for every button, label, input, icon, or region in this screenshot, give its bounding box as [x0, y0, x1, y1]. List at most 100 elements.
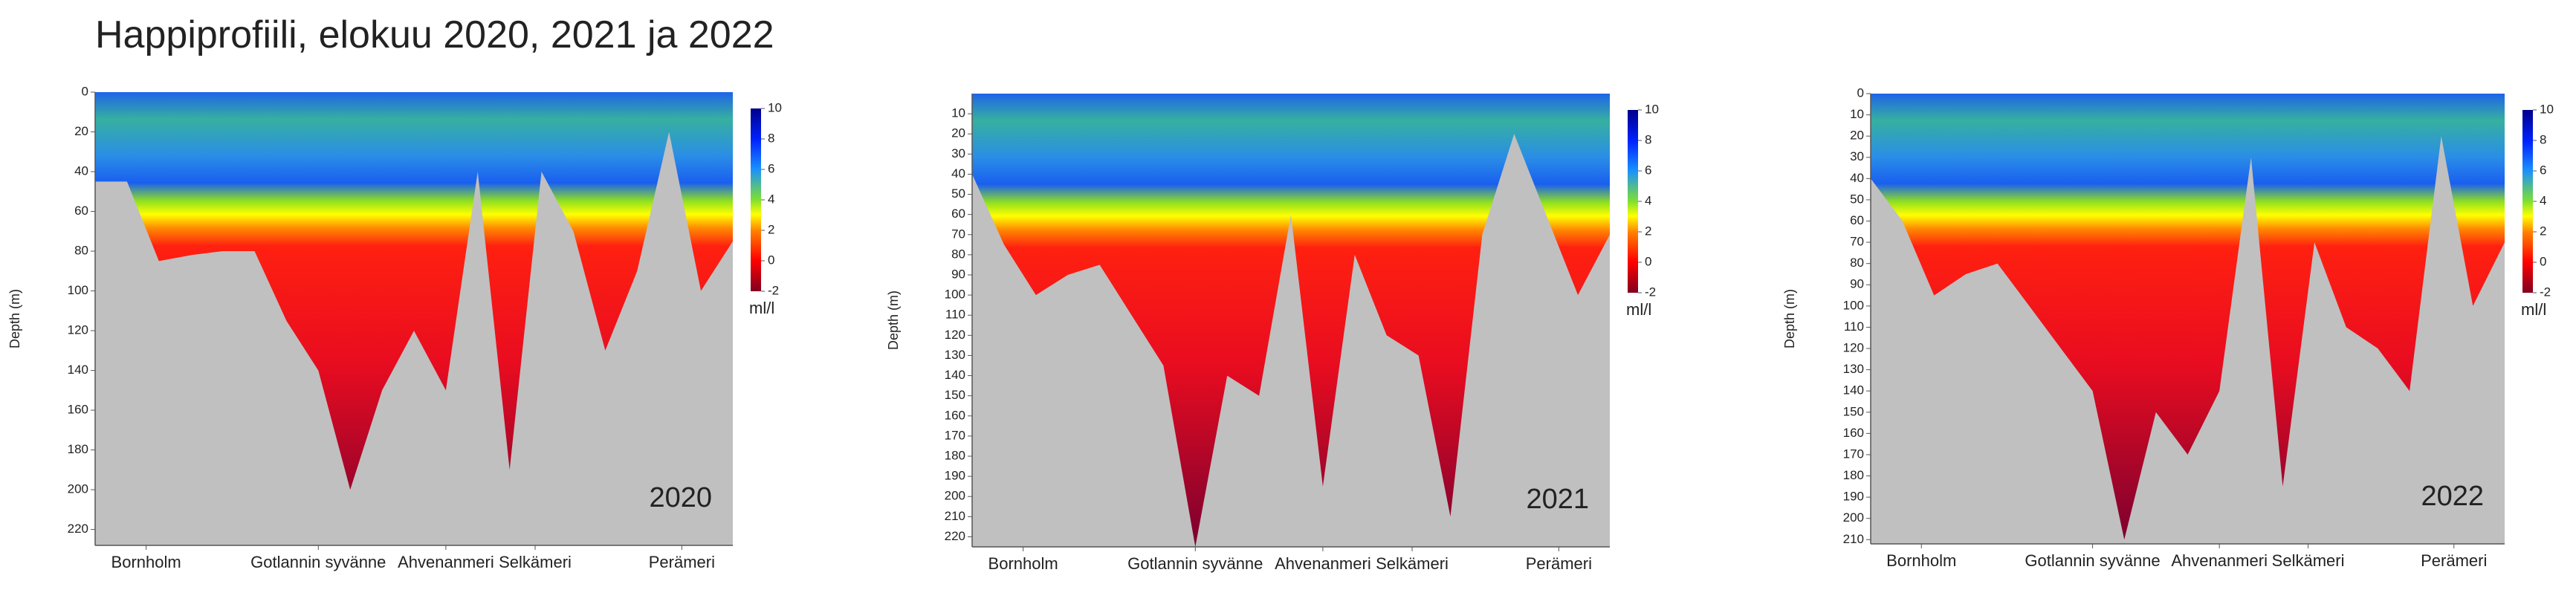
y-tick-label: 150	[945, 388, 965, 402]
chart: 1020304050607080901001101201301401501601…	[886, 94, 1659, 573]
colorbar-tick-label: 2	[2540, 224, 2546, 238]
y-tick-label: 20	[951, 126, 965, 140]
x-tick-label: Bornholm	[1886, 551, 1956, 570]
y-tick-label: 180	[1843, 468, 1864, 482]
y-tick-label: 160	[945, 408, 965, 422]
colorbar-label: ml/l	[2521, 300, 2546, 319]
y-tick-label: 20	[1850, 129, 1864, 143]
y-tick-label: 100	[945, 288, 965, 302]
y-tick-label: 120	[68, 323, 88, 337]
colorbar-label: ml/l	[749, 299, 774, 317]
x-tick-label: Perämeri	[1526, 554, 1592, 573]
x-tick-label: Ahvenanmeri	[1275, 554, 1371, 573]
x-tick-label: Ahvenanmeri	[2171, 551, 2268, 570]
y-tick-label: 40	[951, 166, 965, 181]
y-tick-label: 70	[1850, 235, 1864, 249]
y-tick-label: 40	[1850, 171, 1864, 185]
y-tick-label: 170	[1843, 447, 1864, 461]
x-tick-label: Selkämeri	[2272, 551, 2345, 570]
x-tick-label: Perämeri	[2421, 551, 2487, 570]
x-tick-label: Selkämeri	[499, 553, 572, 571]
colorbar-tick-label: 8	[768, 131, 774, 145]
x-tick-label: Gotlannin syvänne	[250, 553, 386, 571]
colorbar-tick-label: 10	[1645, 102, 1659, 116]
y-tick-label: 200	[945, 489, 965, 503]
y-tick-label: 130	[1843, 362, 1864, 376]
y-tick-label: 120	[945, 328, 965, 342]
y-tick-label: 190	[945, 469, 965, 483]
y-tick-label: 180	[945, 448, 965, 462]
y-tick-label: 80	[951, 247, 965, 261]
y-tick-label: 170	[945, 428, 965, 442]
y-tick-label: 0	[82, 84, 88, 98]
colorbar-tick-label: 0	[1645, 254, 1651, 268]
colorbar-tick-label: 4	[768, 192, 774, 206]
year-annotation: 2020	[649, 482, 712, 513]
y-tick-label: 30	[951, 146, 965, 160]
seabed	[972, 134, 1610, 547]
colorbar-tick-label: 2	[1645, 224, 1651, 238]
y-tick-label: 80	[1850, 256, 1864, 270]
seabed	[95, 132, 733, 545]
x-tick-label: Selkämeri	[1376, 554, 1449, 573]
colorbar-tick-label: 6	[2540, 163, 2546, 177]
colorbar-tick-label: 10	[2540, 102, 2554, 116]
y-tick-label: 100	[1843, 298, 1864, 312]
y-tick-label: 10	[1850, 107, 1864, 121]
y-tick-label: 110	[945, 308, 965, 322]
y-tick-label: 100	[68, 283, 88, 297]
y-tick-label: 20	[74, 124, 88, 138]
colorbar-tick-label: 0	[2540, 254, 2546, 268]
y-axis-label: Depth (m)	[7, 289, 22, 348]
y-tick-label: 140	[68, 363, 88, 377]
y-tick-label: 60	[1850, 213, 1864, 227]
y-axis-label: Depth (m)	[1782, 289, 1797, 348]
y-tick-label: 120	[1843, 341, 1864, 355]
y-tick-label: 210	[1843, 532, 1864, 546]
y-tick-label: 70	[951, 227, 965, 241]
colorbar	[1628, 110, 1638, 293]
y-tick-label: 220	[68, 522, 88, 536]
y-tick-label: 130	[945, 348, 965, 362]
y-tick-label: 50	[951, 186, 965, 201]
y-tick-label: 220	[945, 529, 965, 543]
colorbar-tick-label: 10	[768, 100, 782, 114]
y-tick-label: 90	[951, 267, 965, 281]
colorbar-label: ml/l	[1626, 300, 1651, 319]
colorbar-tick-label: 8	[1645, 132, 1651, 146]
x-tick-label: Gotlannin syvänne	[1127, 554, 1263, 573]
y-tick-label: 60	[951, 207, 965, 221]
y-tick-label: 200	[1843, 510, 1864, 525]
y-tick-label: 110	[1844, 319, 1864, 334]
year-annotation: 2021	[1526, 484, 1589, 515]
x-tick-label: Perämeri	[649, 553, 715, 571]
y-tick-label: 180	[68, 442, 88, 456]
x-tick-label: Bornholm	[988, 554, 1058, 573]
y-tick-label: 210	[945, 509, 965, 523]
y-tick-label: 30	[1850, 149, 1864, 163]
x-tick-label: Ahvenanmeri	[398, 553, 494, 571]
title: Happiprofiili, elokuu 2020, 2021 ja 2022	[95, 13, 774, 56]
y-tick-label: 60	[74, 204, 88, 218]
colorbar-tick-label: -2	[1645, 285, 1656, 299]
y-tick-label: 140	[945, 368, 965, 382]
y-tick-label: 200	[68, 482, 88, 496]
colorbar-tick-label: 4	[2540, 193, 2546, 207]
y-tick-label: 50	[1850, 192, 1864, 206]
colorbar-tick-label: -2	[768, 283, 779, 297]
y-tick-label: 90	[1850, 277, 1864, 291]
y-tick-label: 0	[1857, 85, 1864, 100]
seabed	[1871, 136, 2505, 544]
y-axis-label: Depth (m)	[886, 291, 901, 350]
y-tick-label: 10	[951, 106, 965, 120]
chart: 0102030405060708090100110120130140150160…	[1782, 85, 2554, 570]
year-annotation: 2022	[2421, 481, 2484, 512]
colorbar-tick-label: -2	[2540, 285, 2551, 299]
y-tick-label: 160	[1843, 426, 1864, 440]
y-tick-label: 140	[1843, 383, 1864, 398]
colorbar-tick-label: 6	[768, 161, 774, 175]
colorbar-tick-label: 2	[768, 222, 774, 236]
y-tick-label: 40	[74, 164, 88, 178]
